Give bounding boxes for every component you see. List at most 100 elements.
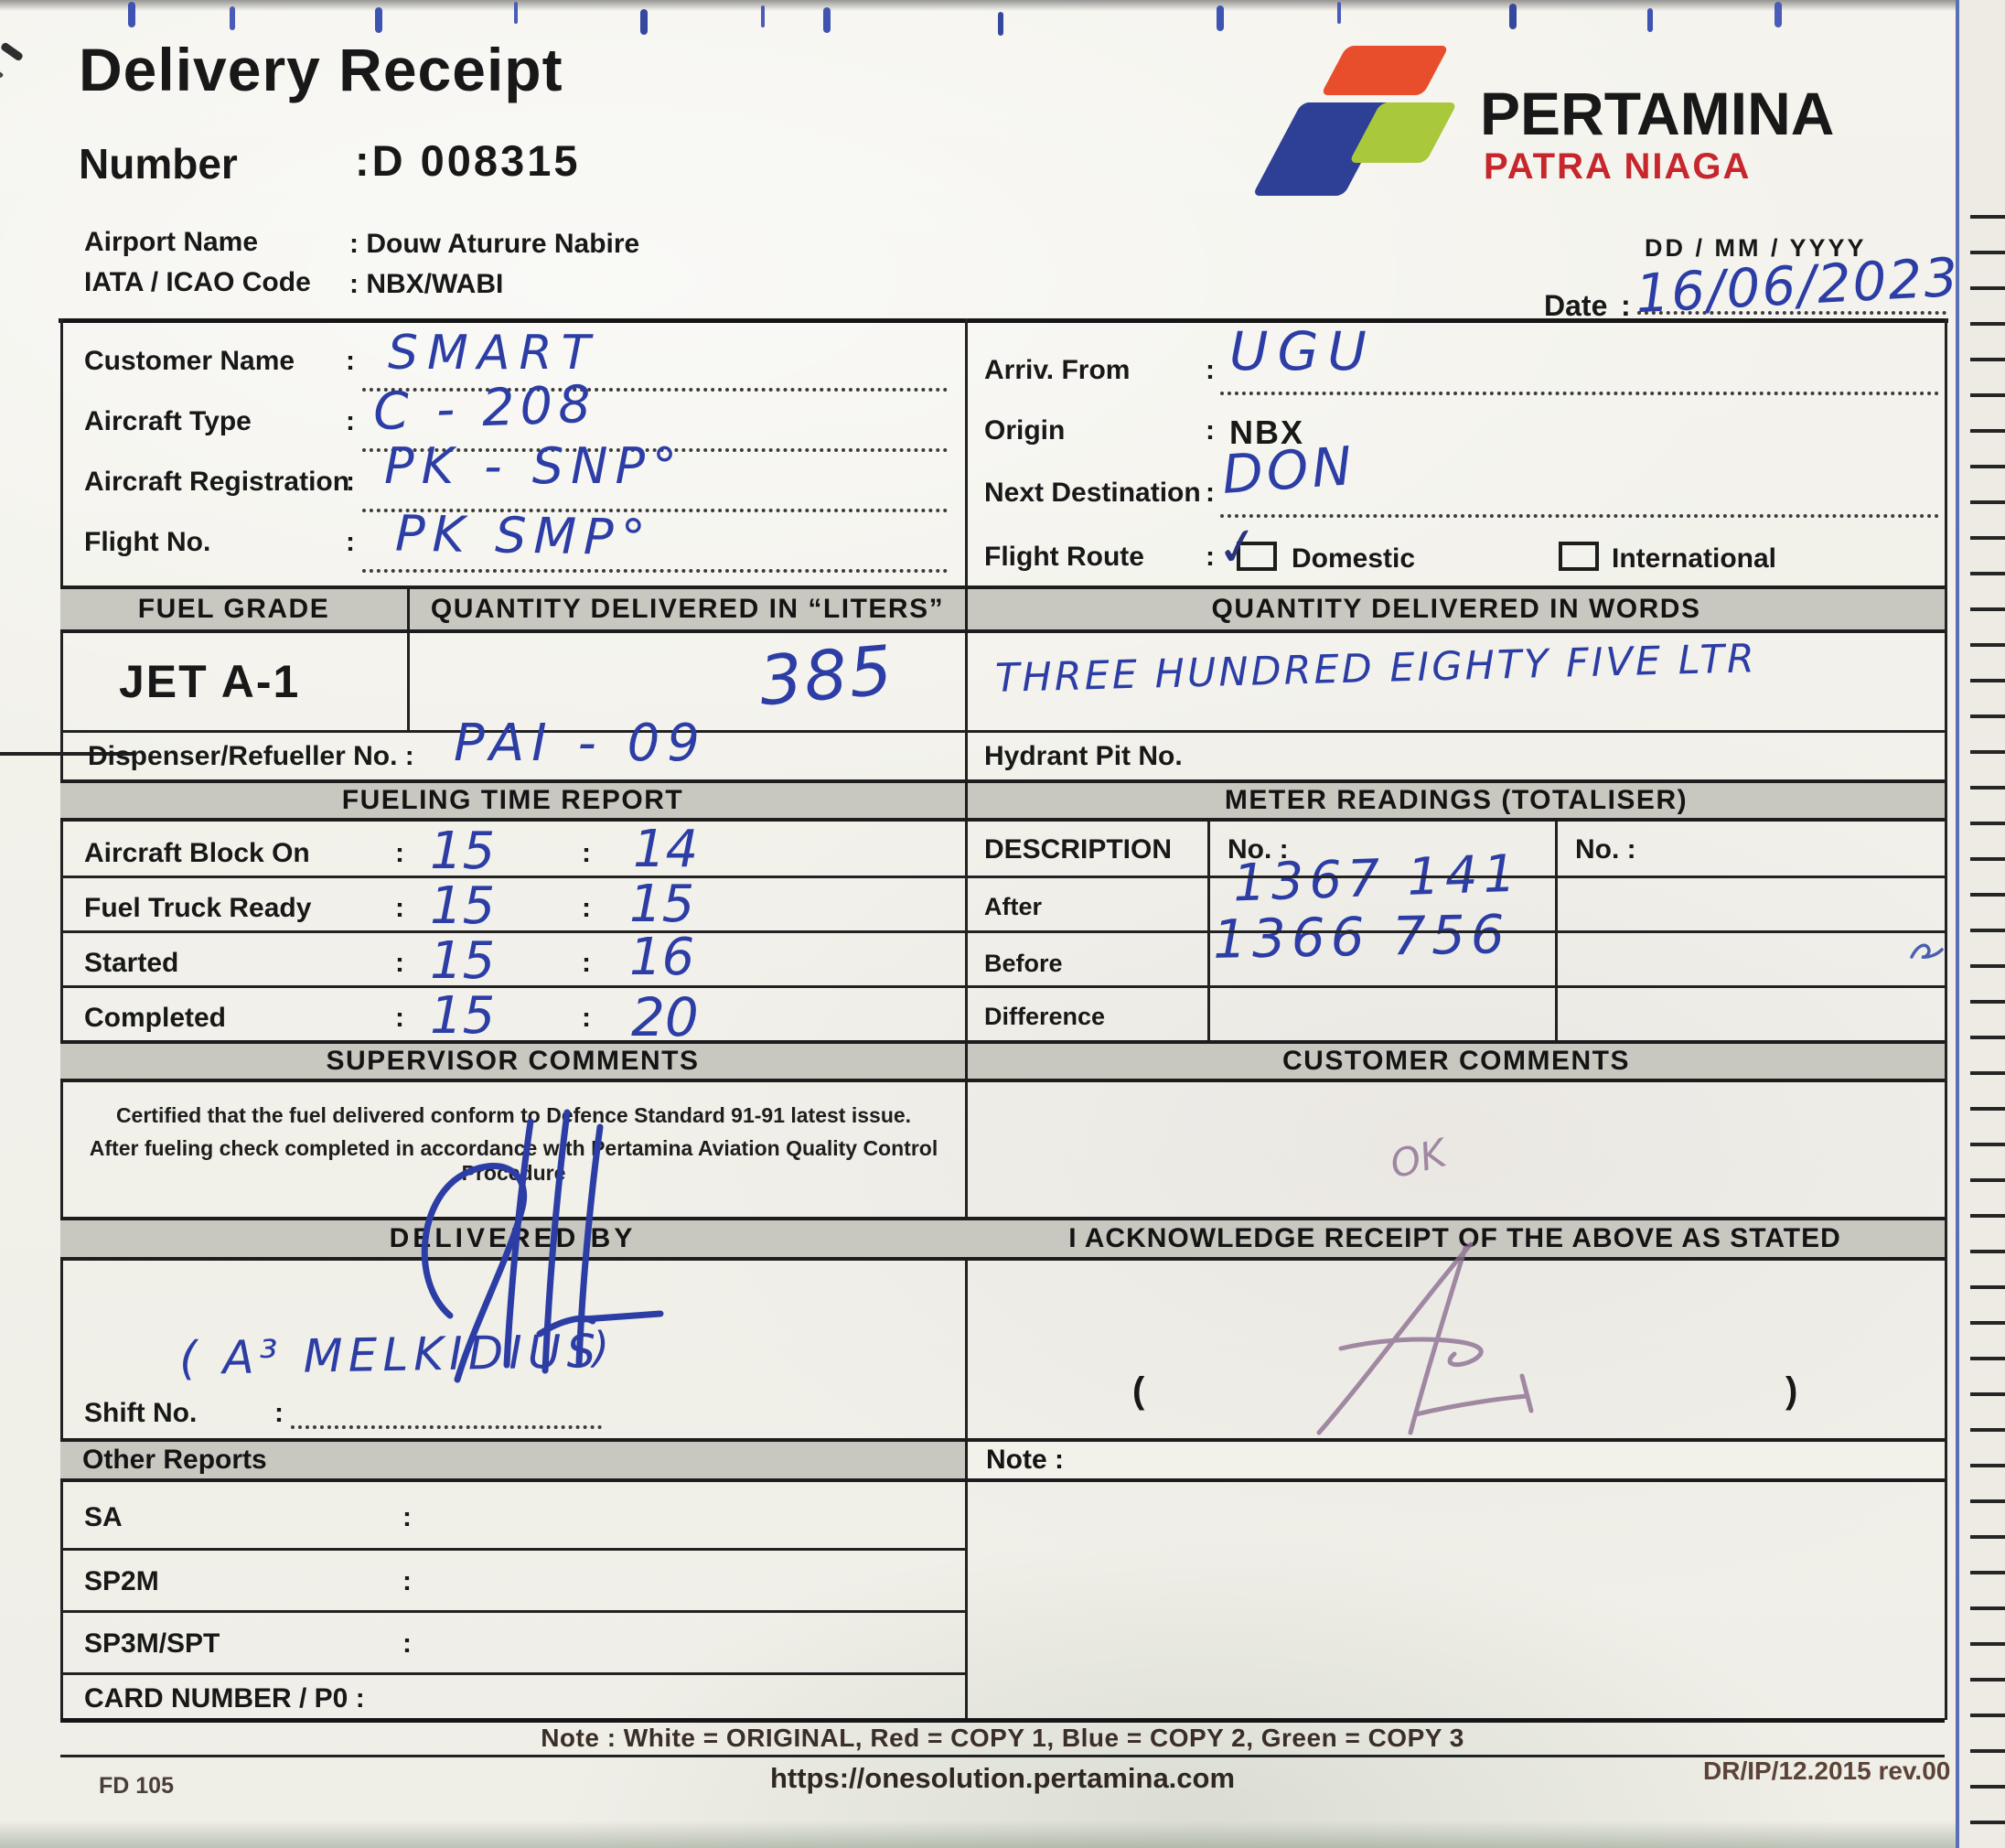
aircraft-type-line [362,408,948,452]
next-destination-line [1220,474,1939,518]
arriv-from-line [1220,351,1939,395]
arriv-from-colon: : [1206,355,1215,385]
fuel-col1-divider [407,633,410,730]
next-destination-colon: : [1206,478,1215,508]
customer-name-line [362,348,948,392]
aircraft-registration-line [362,468,948,512]
airport-name-label: Airport Name [84,227,259,257]
fuel-row-bottom-line [60,730,1945,733]
customer-name-colon: : [346,346,355,376]
aircraft-registration-value: PK - SNP° [384,437,685,495]
doc-revision-code: DR/IP/12.2015 rev.00 [1703,1757,1951,1785]
acknowledge-open-paren: ( [1132,1370,1145,1411]
dispenser-stray-line [0,752,134,756]
qty-liters-header-text: QUANTITY DELIVERED IN “LITERS” [430,594,945,624]
truck-ready-hh: 15 [430,876,496,936]
meter-no2-header: No. : [1575,834,1636,865]
sp3m-colon: : [402,1628,412,1659]
acknowledge-header: I ACKNOWLEDGE RECEIPT OF THE ABOVE AS ST… [965,1217,1945,1261]
other-reports-text: Other Reports [82,1445,267,1475]
footer-url: https://onesolution.pertamina.com [769,1762,1236,1794]
other-reports-header: Other Reports [60,1438,965,1482]
started-label: Started [84,948,179,978]
aircraft-type-value: C - 208 [371,374,597,443]
number-value: :D 008315 [355,136,581,185]
iata-icao-value: : NBX/WABI [349,269,504,299]
qty-words-header: QUANTITY DELIVERED IN WORDS [965,586,1945,633]
started-colon1: : [395,948,404,978]
row-line-3 [60,985,1945,988]
customer-name-label: Customer Name [84,346,295,376]
aircraft-registration-label: Aircraft Registration [84,467,350,497]
meter-no1-header: No. : [1228,834,1289,865]
customer-signature [1316,1241,1534,1435]
card-number-label: CARD NUMBER / P0 : [84,1683,365,1714]
truck-ready-label: Fuel Truck Ready [84,893,312,923]
acknowledge-text: I ACKNOWLEDGE RECEIPT OF THE ABOVE AS ST… [1068,1223,1841,1253]
flight-route-label: Flight Route [984,542,1144,572]
dispenser-value: PAI - 09 [454,714,707,773]
meter-difference-label: Difference [984,1003,1106,1030]
form-code: FD 105 [99,1773,174,1799]
date-format-hint: DD / MM / YYYY [1645,234,1867,262]
shift-no-colon: : [274,1398,284,1428]
flight-no-line [362,529,948,573]
stray-pen-mark [1910,943,1944,959]
fuel-grade-header: FUEL GRADE [60,586,407,633]
next-destination-value: DON [1219,435,1357,506]
binding-stub-edge [1956,0,2005,1848]
sa-label: SA [84,1502,123,1532]
acknowledge-close-paren: ) [1785,1370,1798,1411]
customer-comment-ok: OK [1385,1130,1451,1187]
block-on-colon1: : [395,838,404,868]
started-hh: 15 [430,931,496,991]
corner-smudge [0,41,25,62]
delivered-by-name-close-paren: ) [593,1323,609,1372]
completed-mm: 20 [631,986,699,1048]
airport-name-value: : Douw Aturure Nabire [349,229,640,259]
sp3m-label: SP3M/SPT [84,1628,220,1659]
domestic-checkbox [1237,542,1277,571]
block-on-mm: 14 [633,820,699,879]
qty-words-value: THREE HUNDRED EIGHTY FIVE LTR [994,636,1758,702]
row-line-2 [60,930,1945,933]
top-edge-ink-marks [128,2,135,27]
shift-no-line [291,1391,602,1429]
supervisor-comments-text: SUPERVISOR COMMENTS [326,1046,700,1076]
origin-value: NBX [1229,414,1305,451]
note-label: Note : [986,1445,1064,1475]
logo-red-mark [1320,46,1450,95]
completed-hh: 15 [430,986,496,1046]
torn-top-edge [0,0,1956,11]
completed-label: Completed [84,1003,227,1033]
meter-readings-header: METER READINGS (TOTALISER) [965,779,1945,822]
page-title: Delivery Receipt [79,36,563,103]
arriv-from-value: UGU [1229,320,1376,382]
sa-line [60,1548,965,1551]
fueling-time-header: FUELING TIME REPORT [60,779,965,822]
meter-readings-header-text: METER READINGS (TOTALISER) [1224,785,1689,815]
started-mm: 16 [629,928,695,987]
aircraft-type-label: Aircraft Type [84,406,252,436]
fuel-grade-header-text: FUEL GRADE [137,594,330,624]
hydrant-pit-label: Hydrant Pit No. [984,741,1183,771]
sp3m-line [60,1672,965,1675]
header-separator [59,318,1948,323]
meter-before-value: 1366 756 [1212,903,1511,971]
origin-colon: : [1206,415,1215,446]
meter-description-header: DESCRIPTION [984,834,1173,865]
iata-icao-label: IATA / ICAO Code [84,267,311,297]
brand-name: PERTAMINA [1480,80,1835,147]
domestic-label: Domestic [1292,543,1416,574]
flight-route-colon: : [1206,542,1215,572]
supervisor-signature [421,1109,664,1383]
supervisor-comments-header: SUPERVISOR COMMENTS [60,1040,965,1082]
fueling-time-header-text: FUELING TIME REPORT [341,785,684,815]
arriv-from-label: Arriv. From [984,355,1131,385]
meter-after-label: After [984,893,1043,920]
date-label: Date [1544,289,1608,322]
domestic-check-mark: ✓ [1211,514,1265,581]
sp2m-label: SP2M [84,1566,159,1596]
pertamina-logo [1251,46,1473,201]
dispenser-label: Dispenser/Refueller No. : [88,741,414,771]
